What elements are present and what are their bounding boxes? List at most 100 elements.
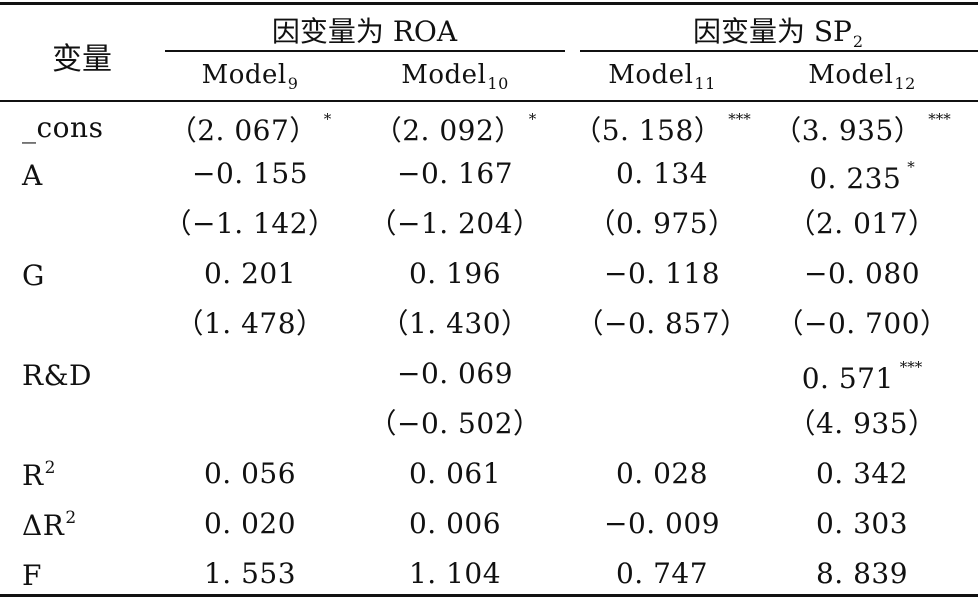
row-label: ΔR2	[22, 510, 77, 540]
table-cell: （2. 092） *	[374, 112, 537, 145]
table-cell: 0. 196	[409, 260, 501, 288]
model-header-4: Model12	[808, 62, 915, 92]
table-cell: 0. 061	[409, 460, 501, 488]
cell-value: −0. 167	[396, 157, 514, 190]
group-title-sub: 2	[852, 32, 864, 51]
group-title-text: 因变量为 ROA	[271, 15, 458, 48]
table-cell: −0. 069	[397, 360, 513, 388]
table-cell: （−1. 204）	[368, 210, 541, 238]
table-cell: （−0. 857）	[575, 310, 748, 338]
row-label-superscript: 2	[65, 508, 77, 528]
cell-value: 0. 020	[203, 507, 297, 540]
table-cell: （2. 067） *	[169, 112, 332, 145]
row-label	[22, 210, 23, 240]
cell-value: 0. 134	[615, 157, 709, 190]
group-title-sp: 因变量为 SP2	[693, 10, 863, 51]
table-cell: 0. 056	[204, 460, 296, 488]
cell-value: （−0. 502）	[368, 407, 542, 440]
row-label-text: G	[22, 259, 45, 292]
cell-value: 0. 061	[408, 457, 502, 490]
table-cell: 8. 839	[816, 560, 908, 588]
significance-stars: ***	[928, 110, 951, 128]
cell-value: 0. 006	[408, 507, 502, 540]
table-cell: （1. 430）	[380, 310, 529, 338]
cell-value: 0. 196	[408, 257, 502, 290]
table-cell: 1. 553	[204, 560, 296, 588]
model-header-2: Model10	[401, 62, 508, 92]
row-label: _cons	[22, 112, 104, 142]
table-cell: 0. 028	[616, 460, 708, 488]
significance-stars: *	[528, 110, 537, 128]
table-cell: 0. 747	[616, 560, 708, 588]
model-name: Model	[201, 60, 287, 90]
variable-header: 变量	[52, 42, 112, 77]
group-rule-roa	[165, 50, 565, 52]
significance-stars: *	[323, 110, 332, 128]
row-label-text: R	[22, 459, 44, 492]
cell-value: 0. 747	[615, 557, 709, 590]
cell-value: 1. 104	[408, 557, 502, 590]
cell-value: （−1. 204）	[368, 207, 542, 240]
cell-value: 0. 056	[203, 457, 297, 490]
cell-value: 0. 235	[809, 162, 902, 195]
table-cell: 0. 571 ***	[802, 360, 923, 393]
cell-value: （3. 935）	[773, 114, 923, 147]
model-subscript: 11	[694, 74, 716, 93]
row-label	[22, 310, 23, 340]
table-cell: 0. 006	[409, 510, 501, 538]
cell-value: 8. 839	[815, 557, 909, 590]
table-cell: （−1. 142）	[163, 210, 336, 238]
row-label: R2	[22, 460, 56, 490]
top-rule	[0, 2, 978, 5]
table-cell: 0. 235 *	[809, 160, 915, 193]
table-cell: （−0. 700）	[775, 310, 948, 338]
row-label-text: F	[22, 559, 42, 592]
cell-value: （2. 017）	[787, 207, 937, 240]
model-header-1: Model9	[202, 62, 299, 92]
cell-value: 0. 028	[615, 457, 709, 490]
row-label: A	[22, 160, 44, 190]
significance-stars: ***	[728, 110, 751, 128]
model-subscript: 10	[487, 74, 509, 93]
table-cell: 0. 342	[816, 460, 908, 488]
row-label-text: R&D	[22, 359, 92, 392]
table-cell: （3. 935） ***	[773, 112, 951, 145]
table-cell: （4. 935）	[787, 410, 936, 438]
table-cell: 0. 201	[204, 260, 296, 288]
cell-value: （−0. 857）	[575, 307, 749, 340]
row-label-text: ΔR	[22, 509, 65, 542]
cell-value: （1. 478）	[175, 307, 325, 340]
significance-stars: *	[907, 158, 915, 176]
table-cell: （0. 975）	[587, 210, 736, 238]
model-name: Model	[808, 60, 894, 90]
row-label-text: A	[22, 159, 43, 192]
cell-value: （−1. 142）	[163, 207, 337, 240]
cell-value: −0. 080	[803, 257, 921, 290]
cell-value: 1. 553	[203, 557, 297, 590]
model-subscript: 9	[287, 74, 299, 93]
significance-stars: ***	[899, 358, 923, 376]
table-cell: 0. 020	[204, 510, 296, 538]
row-label: F	[22, 560, 43, 590]
table-cell: （5. 158） ***	[573, 112, 751, 145]
cell-value: −0. 009	[603, 507, 721, 540]
table-cell: −0. 118	[604, 260, 720, 288]
model-subscript: 12	[894, 74, 916, 93]
table-cell: 0. 134	[616, 160, 708, 188]
cell-value: −0. 155	[191, 157, 309, 190]
row-label: R&D	[22, 360, 93, 390]
cell-value: （1. 430）	[380, 307, 530, 340]
header-rule	[0, 100, 978, 102]
model-name: Model	[608, 60, 694, 90]
cell-value: 0. 571	[801, 362, 894, 395]
cell-value: （−0. 700）	[775, 307, 949, 340]
cell-value: （0. 975）	[587, 207, 737, 240]
table-cell: （1. 478）	[175, 310, 324, 338]
table-cell: −0. 080	[804, 260, 920, 288]
cell-value: （2. 067）	[168, 114, 318, 147]
cell-value: （4. 935）	[787, 407, 937, 440]
cell-value: （2. 092）	[373, 114, 523, 147]
model-header-3: Model11	[608, 62, 715, 92]
table-cell: 0. 303	[816, 510, 908, 538]
